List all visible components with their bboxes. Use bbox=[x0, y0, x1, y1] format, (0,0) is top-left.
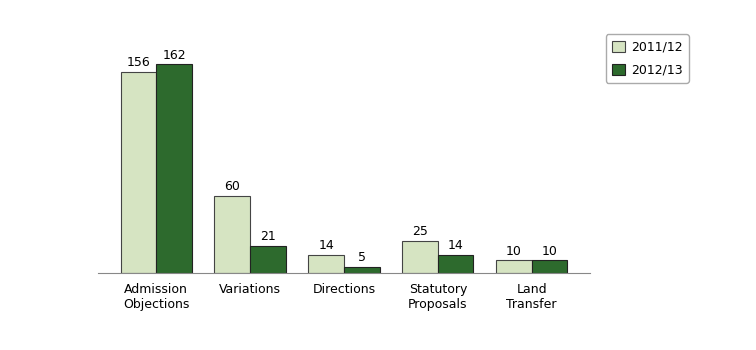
Text: 162: 162 bbox=[163, 49, 186, 62]
Text: 5: 5 bbox=[358, 251, 366, 264]
Bar bbox=[121, 72, 156, 273]
Text: 14: 14 bbox=[448, 239, 463, 252]
Text: 25: 25 bbox=[412, 225, 428, 238]
Bar bbox=[402, 241, 438, 273]
Bar bbox=[156, 64, 192, 273]
Bar bbox=[344, 267, 380, 273]
Text: 10: 10 bbox=[506, 245, 522, 258]
Bar bbox=[308, 255, 344, 273]
Text: 10: 10 bbox=[541, 245, 557, 258]
Bar bbox=[250, 246, 286, 273]
Bar bbox=[531, 260, 567, 273]
Legend: 2011/12, 2012/13: 2011/12, 2012/13 bbox=[606, 34, 689, 83]
Bar bbox=[215, 196, 250, 273]
Bar bbox=[496, 260, 531, 273]
Text: 21: 21 bbox=[260, 230, 276, 243]
Bar bbox=[438, 255, 473, 273]
Text: 156: 156 bbox=[126, 56, 150, 69]
Text: 14: 14 bbox=[318, 239, 334, 252]
Text: 60: 60 bbox=[225, 180, 240, 193]
